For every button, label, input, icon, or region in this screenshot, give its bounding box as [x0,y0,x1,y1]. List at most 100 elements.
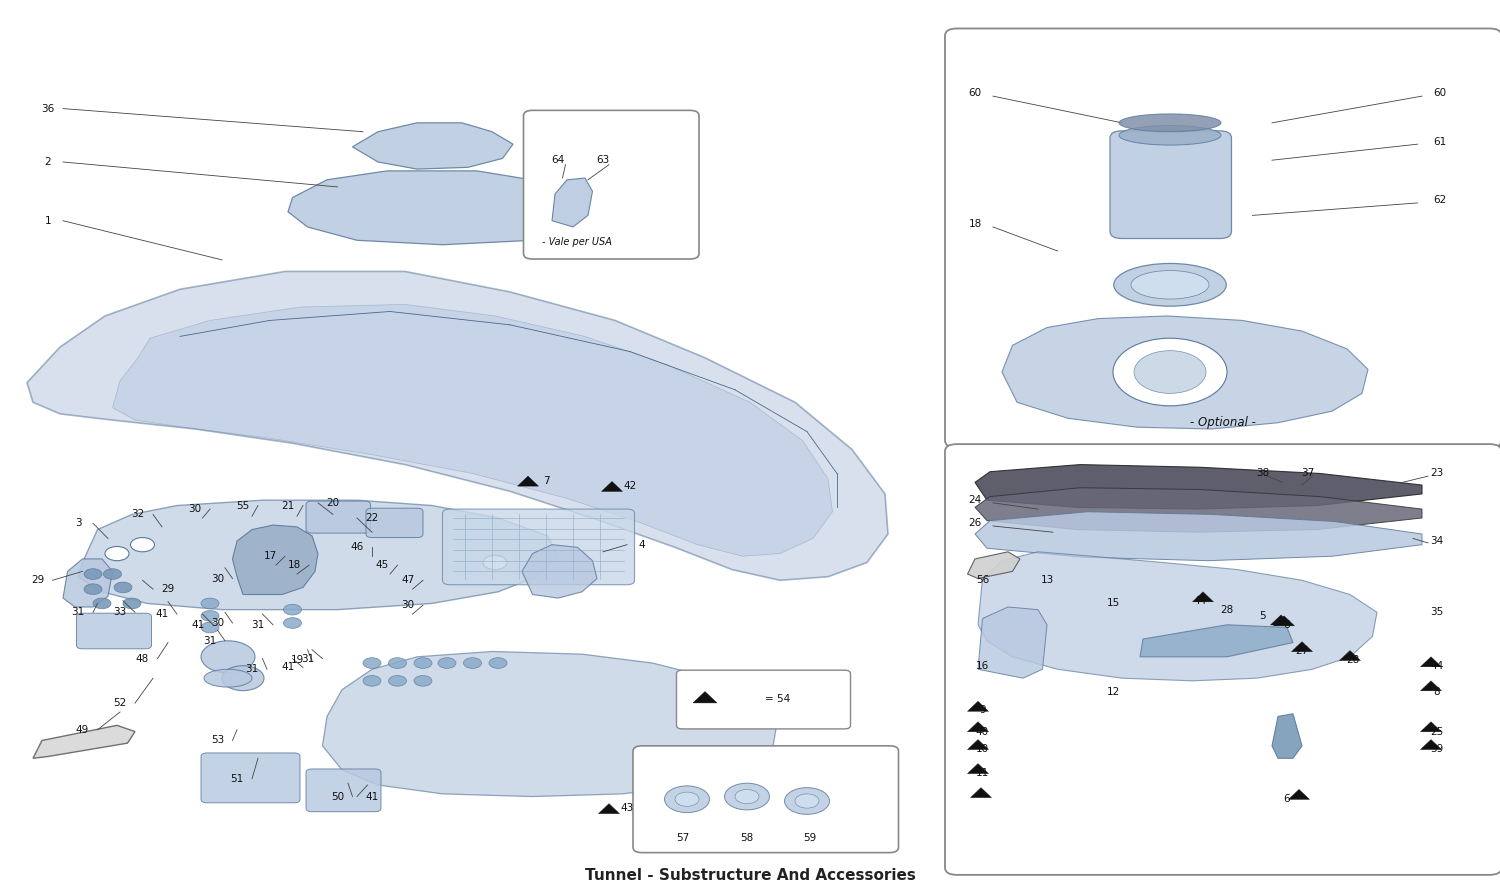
Polygon shape [78,500,558,610]
Text: 41: 41 [192,619,204,630]
Text: 17: 17 [264,551,276,562]
Text: = 54: = 54 [765,693,790,704]
Text: 47: 47 [402,575,414,586]
Text: 56: 56 [976,575,988,586]
Text: 63: 63 [597,155,609,166]
Circle shape [795,794,819,808]
Text: 59: 59 [804,833,816,844]
Text: 9: 9 [980,705,986,716]
Text: 3: 3 [75,518,81,529]
Text: 58: 58 [741,833,753,844]
Polygon shape [1274,616,1294,626]
Polygon shape [970,788,992,797]
Text: 55: 55 [237,500,249,511]
Text: 22: 22 [366,513,378,523]
Polygon shape [602,481,622,491]
Text: 41: 41 [156,609,168,619]
Ellipse shape [1113,263,1227,306]
Polygon shape [232,525,318,595]
Text: 31: 31 [204,635,216,646]
Text: 28: 28 [1347,655,1359,666]
Circle shape [284,618,302,628]
Polygon shape [518,476,538,486]
Text: 6: 6 [1284,794,1290,805]
Text: 31: 31 [252,619,264,630]
Circle shape [104,569,122,579]
Circle shape [414,658,432,668]
Text: 24: 24 [969,495,981,506]
Circle shape [438,658,456,668]
Text: 60: 60 [1434,88,1446,99]
Circle shape [222,666,264,691]
Text: 40: 40 [976,726,988,737]
Text: 60: 60 [969,88,981,99]
Polygon shape [1270,615,1292,625]
Polygon shape [968,552,1020,578]
Text: 30: 30 [189,504,201,514]
Circle shape [1134,351,1206,393]
Text: 8: 8 [1434,687,1440,698]
Circle shape [114,582,132,593]
Circle shape [489,658,507,668]
Polygon shape [112,304,832,556]
Circle shape [414,676,432,686]
Ellipse shape [1119,114,1221,132]
Polygon shape [522,545,597,598]
Text: 1: 1 [45,215,51,226]
Polygon shape [322,651,777,797]
Text: 12: 12 [1107,687,1119,698]
Text: 25: 25 [1431,726,1443,737]
Text: 53: 53 [211,735,223,746]
Text: 46: 46 [351,542,363,553]
Polygon shape [1272,714,1302,758]
Polygon shape [1002,316,1368,429]
Circle shape [784,788,830,814]
Text: 49: 49 [76,724,88,735]
Circle shape [1113,338,1227,406]
Text: 18: 18 [969,219,981,230]
FancyBboxPatch shape [1110,131,1232,239]
Polygon shape [552,178,592,227]
Text: 62: 62 [1434,195,1446,206]
Circle shape [284,604,302,615]
FancyBboxPatch shape [201,753,300,803]
Text: 48: 48 [136,653,148,664]
Circle shape [201,641,255,673]
Text: 37: 37 [1302,468,1314,479]
Text: 52: 52 [114,698,126,708]
Text: 19: 19 [291,655,303,666]
Polygon shape [1420,681,1442,691]
Text: 7: 7 [543,475,549,486]
Text: 45: 45 [376,560,388,570]
Circle shape [464,658,482,668]
Circle shape [724,783,770,810]
Text: 64: 64 [552,155,564,166]
Text: 31: 31 [302,653,313,664]
Text: 11: 11 [976,767,988,778]
Text: 43: 43 [621,803,633,813]
Polygon shape [1340,651,1360,660]
Text: 23: 23 [1431,468,1443,479]
FancyBboxPatch shape [633,746,898,853]
Circle shape [388,676,406,686]
Text: 28: 28 [1221,604,1233,615]
Polygon shape [27,271,888,580]
FancyBboxPatch shape [524,110,699,259]
Text: 32: 32 [132,509,144,520]
Text: 5: 5 [1260,611,1266,621]
FancyBboxPatch shape [945,444,1500,875]
Text: 15: 15 [1107,598,1119,609]
Text: 33: 33 [114,607,126,618]
Circle shape [130,538,154,552]
Text: 41: 41 [282,662,294,673]
Circle shape [735,789,759,804]
Text: 57: 57 [676,833,688,844]
Text: 6: 6 [1284,619,1290,630]
Text: 50: 50 [332,791,344,802]
Polygon shape [693,692,717,703]
Circle shape [363,658,381,668]
Text: 61: 61 [1434,137,1446,148]
Polygon shape [975,512,1422,561]
Circle shape [123,598,141,609]
Polygon shape [968,701,988,711]
